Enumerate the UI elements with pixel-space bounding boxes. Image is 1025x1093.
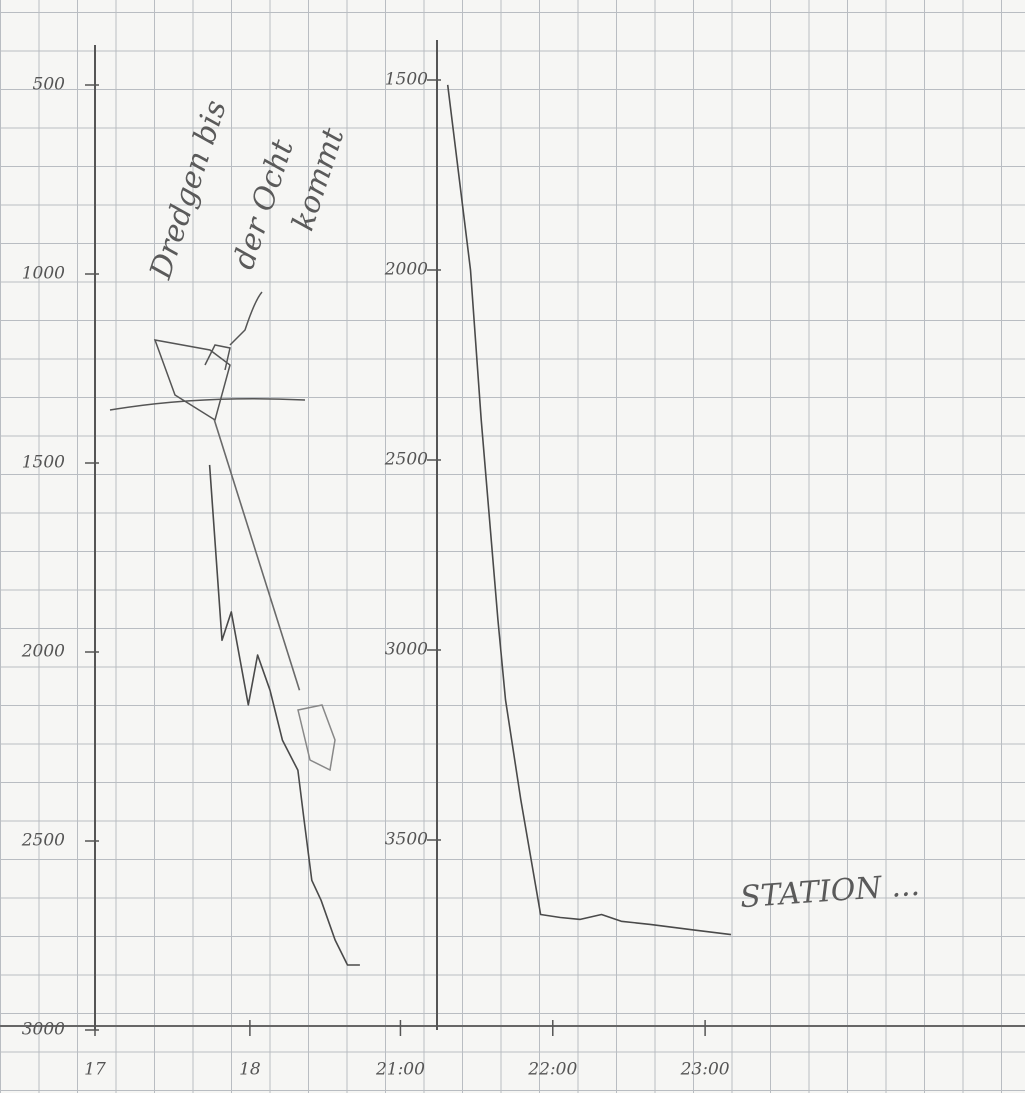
ship-hull: [153, 339, 231, 422]
ship-mast: [229, 291, 263, 346]
series-line: [213, 419, 301, 691]
x-tick-label: 21:00: [375, 1060, 425, 1080]
series-line: [446, 84, 732, 936]
dredge: [297, 704, 336, 772]
annotation: Dredgen bis: [143, 96, 234, 284]
x-tick-label: 22:00: [527, 1060, 577, 1080]
y-tick-label: 3000: [385, 640, 428, 660]
y-tick-label: 500: [33, 75, 66, 95]
y-tick-label: 2500: [21, 831, 65, 851]
y-tick-label: 2000: [21, 642, 65, 662]
y-tick-label: 2000: [384, 260, 428, 280]
annotation: der Ocht: [226, 135, 301, 274]
annotation: kommt: [286, 123, 352, 235]
sketch: [109, 291, 336, 772]
y-tick-label: 2500: [384, 450, 428, 470]
y-tick-label: 1500: [385, 70, 428, 90]
x-tick-label: 18: [239, 1060, 261, 1080]
series-line: [208, 464, 360, 966]
annotation: STATION ...: [739, 868, 921, 915]
y-tick-label: 3000: [22, 1020, 65, 1040]
x-tick-label: 17: [84, 1060, 106, 1080]
y-tick-label: 1500: [22, 453, 65, 473]
y-tick-label: 3500: [385, 830, 428, 850]
sea-surface: [109, 398, 306, 411]
ship-cabin: [204, 344, 231, 371]
y-tick-label: 1000: [22, 264, 65, 284]
x-tick-label: 23:00: [680, 1060, 730, 1080]
